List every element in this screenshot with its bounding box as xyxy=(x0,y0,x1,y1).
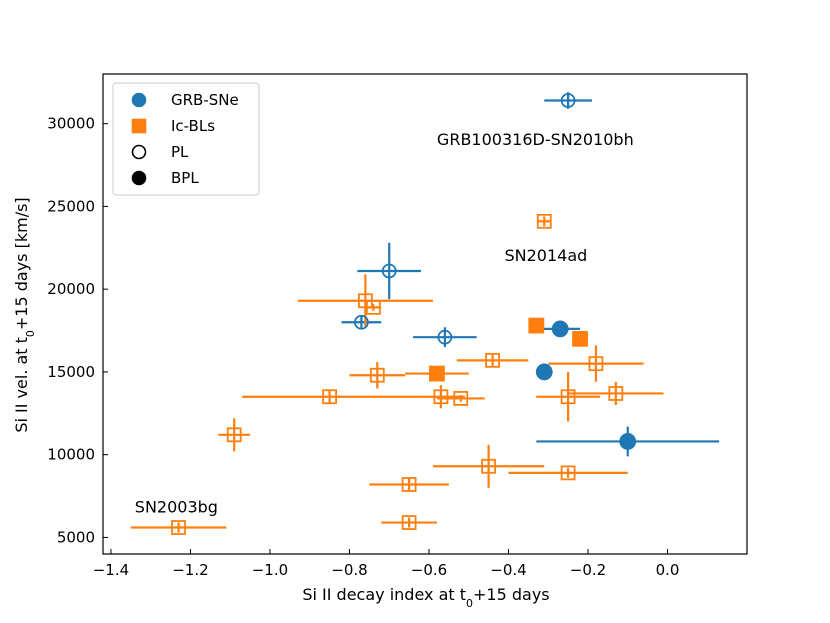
grb-sn-point xyxy=(381,263,397,279)
ic-bl-point xyxy=(560,465,576,481)
x-axis-label-sub: 0 xyxy=(466,597,473,610)
ic-bl-point xyxy=(171,520,186,535)
y-tick-label: 30000 xyxy=(47,115,95,133)
data-markers xyxy=(171,93,637,535)
x-tick-label: −1.4 xyxy=(93,561,129,579)
annotation-label: GRB100316D-SN2010bh xyxy=(437,130,634,149)
x-axis-label-rest: +15 days xyxy=(473,585,550,604)
ic-bl-point xyxy=(588,356,604,372)
x-tick-label: −0.8 xyxy=(331,561,367,579)
ic-bl-point xyxy=(429,365,445,382)
grb-sn-point xyxy=(437,329,453,345)
legend-marker xyxy=(131,92,147,108)
ic-bl-point xyxy=(369,367,385,383)
y-axis-label-main: Si II vel. at t xyxy=(12,337,31,433)
legend-label: Ic-BLs xyxy=(171,117,215,135)
y-axis-label: Si II vel. at t0+15 days [km/s] xyxy=(12,197,37,432)
legend-box xyxy=(112,82,260,196)
x-tick-label: −1.2 xyxy=(172,561,208,579)
y-axis-label-rest: +15 days [km/s] xyxy=(12,197,31,330)
y-tick-label: 15000 xyxy=(47,363,95,381)
ic-bl-point xyxy=(322,389,337,405)
legend-marker xyxy=(131,118,147,134)
legend-label: GRB-SNe xyxy=(171,91,239,109)
ic-bl-point xyxy=(481,458,497,474)
x-tick-label: 0.0 xyxy=(656,561,680,579)
grb-sn-point xyxy=(535,363,553,381)
legend-marker xyxy=(131,170,147,186)
legend: GRB-SNe Ic-BLs PL BPL xyxy=(112,82,260,196)
grb-sn-point xyxy=(560,93,576,108)
legend-marker xyxy=(131,144,147,160)
axis-ticks: −1.4 −1.2 −1.0 −0.8 −0.6 −0.4 −0.2 0.0 5000 10000… xyxy=(47,115,679,579)
y-tick-label: 5000 xyxy=(57,528,95,546)
x-tick-label: −0.4 xyxy=(490,561,526,579)
ic-bl-point xyxy=(485,352,500,368)
annotation-label: SN2003bg xyxy=(135,498,218,517)
grb-sn-point xyxy=(619,433,637,450)
ic-bl-point xyxy=(560,389,576,405)
ic-bl-point xyxy=(572,330,588,347)
grb-sn-point xyxy=(353,314,369,330)
y-axis-label-sub: 0 xyxy=(24,330,37,337)
ic-bl-point xyxy=(365,299,381,315)
ic-bl-point xyxy=(226,427,242,443)
ic-bl-point xyxy=(528,317,545,334)
ic-bl-point xyxy=(453,391,469,406)
ic-bl-point xyxy=(401,477,417,492)
y-tick-label: 25000 xyxy=(47,197,95,215)
y-tick-label: 10000 xyxy=(47,446,95,464)
legend-label: BPL xyxy=(171,169,199,187)
ic-bl-point xyxy=(536,213,552,229)
x-axis-label: Si II decay index at t0+15 days xyxy=(302,585,549,610)
grb-sn-point xyxy=(551,320,569,338)
x-tick-label: −0.2 xyxy=(570,561,606,579)
x-axis-label-main: Si II decay index at t xyxy=(302,585,466,604)
ic-bl-point xyxy=(608,386,624,401)
x-tick-label: −1.0 xyxy=(252,561,288,579)
annotation-label: SN2014ad xyxy=(505,246,588,265)
annotations: GRB100316D-SN2010bh SN2014ad SN2003bg xyxy=(135,130,634,516)
ic-bl-point xyxy=(401,515,417,530)
legend-label: PL xyxy=(171,143,189,161)
plot-frame xyxy=(102,73,748,555)
ic-bl-point xyxy=(433,389,449,405)
y-tick-label: 20000 xyxy=(47,280,95,298)
x-tick-label: −0.6 xyxy=(411,561,447,579)
